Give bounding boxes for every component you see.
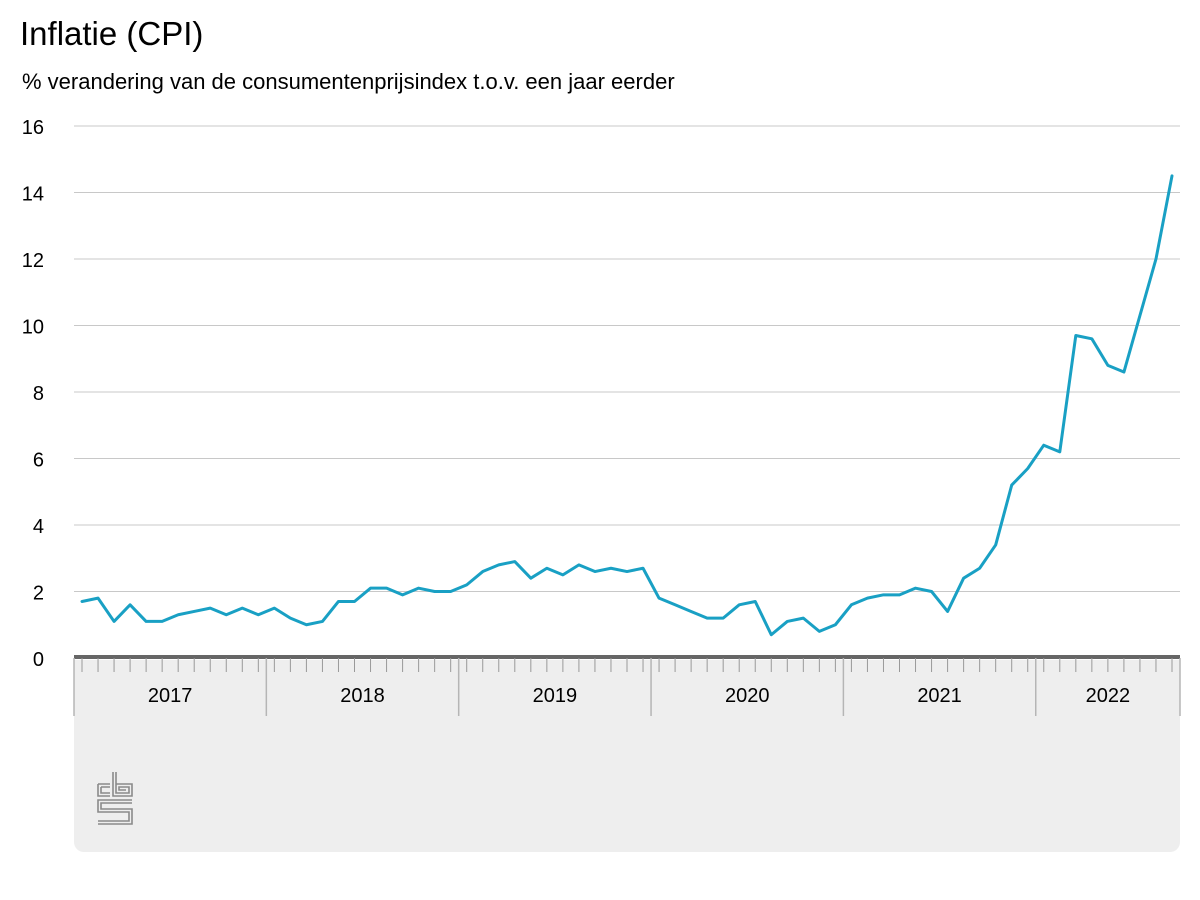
data-point — [978, 567, 981, 570]
chart-subtitle: % verandering van de consumentenprijsind… — [22, 69, 675, 94]
chart-footer-panel — [74, 660, 1180, 852]
data-point — [449, 590, 452, 593]
y-axis-tick-labels: 0 2 4 6 8 10 12 14 16 — [22, 117, 44, 671]
y-tick-label: 16 — [22, 117, 44, 139]
data-point — [866, 597, 869, 600]
x-year-label: 2019 — [533, 685, 578, 707]
data-point — [1074, 334, 1077, 337]
series-line-cpi — [80, 174, 1174, 637]
data-point — [770, 633, 773, 636]
data-point — [930, 590, 933, 593]
data-point — [1106, 364, 1109, 367]
data-point — [81, 600, 84, 603]
data-point — [850, 603, 853, 606]
data-point — [609, 567, 612, 570]
x-year-label: 2017 — [148, 685, 193, 707]
data-point — [994, 543, 997, 546]
data-point — [1010, 484, 1013, 487]
data-point — [882, 593, 885, 596]
y-tick-label: 14 — [22, 184, 44, 206]
data-point — [754, 600, 757, 603]
data-point — [658, 597, 661, 600]
data-point — [321, 620, 324, 623]
data-point — [545, 567, 548, 570]
data-point — [273, 607, 276, 610]
data-point — [561, 573, 564, 576]
x-year-label: 2022 — [1086, 685, 1131, 707]
data-point — [161, 620, 164, 623]
data-point — [369, 587, 372, 590]
data-point — [1042, 444, 1045, 447]
data-point — [834, 623, 837, 626]
data-point — [962, 577, 965, 580]
y-tick-label: 12 — [22, 250, 44, 272]
data-point — [1154, 258, 1157, 261]
data-point — [1171, 174, 1174, 177]
data-point — [706, 617, 709, 620]
data-point — [690, 610, 693, 613]
data-point — [513, 560, 516, 563]
data-point — [1058, 450, 1061, 453]
data-point — [946, 610, 949, 613]
data-point — [481, 570, 484, 573]
y-tick-label: 0 — [33, 649, 44, 671]
data-point — [385, 587, 388, 590]
data-point — [786, 620, 789, 623]
y-tick-label: 10 — [22, 317, 44, 339]
data-point — [1090, 337, 1093, 340]
y-tick-label: 8 — [33, 383, 44, 405]
data-point — [193, 610, 196, 613]
cbs-logo-icon — [97, 772, 133, 825]
data-point — [465, 583, 468, 586]
data-point — [914, 587, 917, 590]
x-axis: 2017 2018 2019 2020 2021 2022 — [73, 655, 1181, 716]
data-point — [593, 570, 596, 573]
y-tick-label: 2 — [33, 583, 44, 605]
data-point — [305, 623, 308, 626]
y-tick-label: 4 — [33, 516, 44, 538]
data-point — [209, 607, 212, 610]
data-point — [257, 613, 260, 616]
data-point — [626, 570, 629, 573]
data-point — [401, 593, 404, 596]
data-point — [642, 567, 645, 570]
data-point — [241, 607, 244, 610]
data-point — [177, 613, 180, 616]
y-tick-label: 6 — [33, 450, 44, 472]
data-point — [722, 617, 725, 620]
data-point — [1138, 314, 1141, 317]
data-point — [145, 620, 148, 623]
data-point — [353, 600, 356, 603]
data-point — [1026, 467, 1029, 470]
series-layer — [80, 174, 1174, 637]
chart-title: Inflatie (CPI) — [20, 15, 204, 52]
data-point — [97, 597, 100, 600]
data-point — [1122, 371, 1125, 374]
data-point — [898, 593, 901, 596]
data-point — [674, 603, 677, 606]
data-point — [417, 587, 420, 590]
data-point — [289, 617, 292, 620]
gridlines — [74, 125, 1180, 592]
data-point — [497, 563, 500, 566]
data-point — [113, 620, 116, 623]
x-year-label: 2018 — [340, 685, 385, 707]
data-point — [129, 603, 132, 606]
data-point — [433, 590, 436, 593]
data-point — [577, 563, 580, 566]
data-point — [337, 600, 340, 603]
data-point — [818, 630, 821, 633]
data-point — [529, 577, 532, 580]
data-point — [225, 613, 228, 616]
data-point — [802, 617, 805, 620]
x-year-label: 2021 — [917, 685, 962, 707]
x-year-label: 2020 — [725, 685, 770, 707]
data-point — [738, 603, 741, 606]
